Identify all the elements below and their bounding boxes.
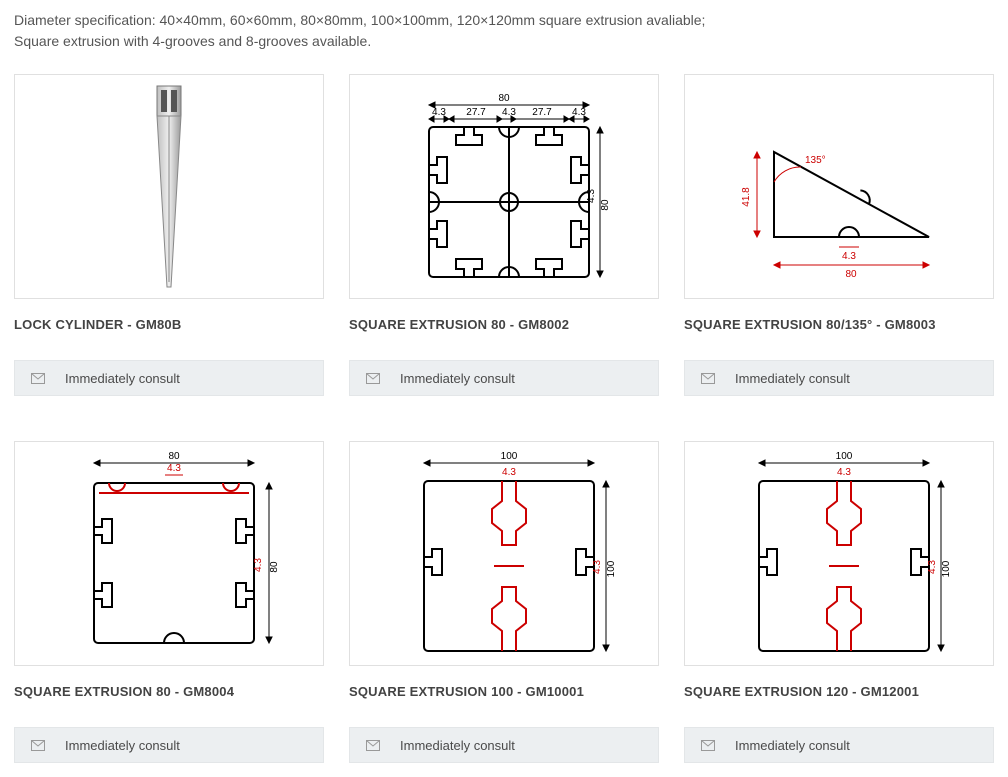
description-line-2: Square extrusion with 4-grooves and 8-gr… (14, 31, 994, 52)
extrusion-gm12001-diagram: 100 4.3 100 4.3 (729, 449, 949, 659)
envelope-icon (15, 740, 61, 751)
consult-label: Immediately consult (731, 738, 850, 753)
dim: 4.3 (586, 188, 597, 202)
dim: 4.3 (502, 107, 516, 118)
product-title: SQUARE EXTRUSION 80/135° - GM8003 (684, 317, 994, 332)
consult-label: Immediately consult (61, 371, 180, 386)
product-card: 100 4.3 100 4.3 SQUARE EXTRUSION 120 - G… (684, 441, 994, 763)
product-thumb[interactable]: 80 4.3 80 4.3 (14, 441, 324, 666)
envelope-icon (685, 373, 731, 384)
dim: 4.3 (927, 559, 938, 573)
consult-button[interactable]: Immediately consult (684, 727, 994, 763)
product-card: LOCK CYLINDER - GM80B Immediately consul… (14, 74, 324, 396)
dim: 4.3 (842, 251, 856, 262)
dim: 80 (600, 199, 611, 211)
dim: 80 (498, 93, 510, 104)
dim: 27.7 (466, 107, 486, 118)
consult-button[interactable]: Immediately consult (14, 727, 324, 763)
dim: 80 (168, 451, 180, 462)
consult-button[interactable]: Immediately consult (349, 727, 659, 763)
extrusion-gm10001-diagram: 100 4.3 100 4.3 (394, 449, 614, 659)
product-thumb[interactable] (14, 74, 324, 299)
product-thumb[interactable]: 135° 41.8 4.3 80 (684, 74, 994, 299)
extrusion-gm8003-diagram: 135° 41.8 4.3 80 (719, 97, 959, 277)
product-card: 100 4.3 100 4.3 SQUARE EXTRUSION 100 - G… (349, 441, 659, 763)
envelope-icon (15, 373, 61, 384)
dim: 100 (836, 451, 853, 462)
product-card: 80 4.3 27.7 4.3 27.7 4.3 (349, 74, 659, 396)
product-title: LOCK CYLINDER - GM80B (14, 317, 324, 332)
product-grid: LOCK CYLINDER - GM80B Immediately consul… (14, 74, 994, 763)
dim: 4.3 (837, 467, 851, 478)
consult-label: Immediately consult (731, 371, 850, 386)
dim: 4.3 (167, 463, 181, 474)
product-thumb[interactable]: 100 4.3 100 4.3 (349, 441, 659, 666)
product-thumb[interactable]: 80 4.3 27.7 4.3 27.7 4.3 (349, 74, 659, 299)
consult-label: Immediately consult (61, 738, 180, 753)
envelope-icon (350, 740, 396, 751)
extrusion-gm8002-diagram: 80 4.3 27.7 4.3 27.7 4.3 (394, 87, 614, 287)
dim: 4.3 (432, 107, 446, 118)
consult-button[interactable]: Immediately consult (14, 360, 324, 396)
dim: 100 (501, 451, 518, 462)
product-card: 135° 41.8 4.3 80 SQUARE EXTRUSION 80/135… (684, 74, 994, 396)
consult-label: Immediately consult (396, 371, 515, 386)
dim: 100 (606, 560, 614, 577)
description-line-1: Diameter specification: 40×40mm, 60×60mm… (14, 10, 994, 31)
dim: 100 (941, 560, 949, 577)
dim: 80 (269, 561, 279, 573)
dim: 27.7 (532, 107, 552, 118)
product-title: SQUARE EXTRUSION 80 - GM8002 (349, 317, 659, 332)
envelope-icon (685, 740, 731, 751)
consult-label: Immediately consult (396, 738, 515, 753)
dim: 80 (845, 269, 857, 277)
envelope-icon (350, 373, 396, 384)
product-title: SQUARE EXTRUSION 80 - GM8004 (14, 684, 324, 699)
extrusion-gm8004-diagram: 80 4.3 80 4.3 (59, 449, 279, 659)
consult-button[interactable]: Immediately consult (349, 360, 659, 396)
dim: 41.8 (741, 186, 752, 206)
product-thumb[interactable]: 100 4.3 100 4.3 (684, 441, 994, 666)
product-card: 80 4.3 80 4.3 SQUARE EXTR (14, 441, 324, 763)
dim: 4.3 (502, 467, 516, 478)
product-title: SQUARE EXTRUSION 120 - GM12001 (684, 684, 994, 699)
dim: 135° (805, 155, 826, 166)
lock-cylinder-icon (139, 82, 199, 292)
dim: 4.3 (592, 559, 603, 573)
dim: 4.3 (572, 107, 586, 118)
product-title: SQUARE EXTRUSION 100 - GM10001 (349, 684, 659, 699)
dim: 4.3 (253, 557, 264, 571)
consult-button[interactable]: Immediately consult (684, 360, 994, 396)
